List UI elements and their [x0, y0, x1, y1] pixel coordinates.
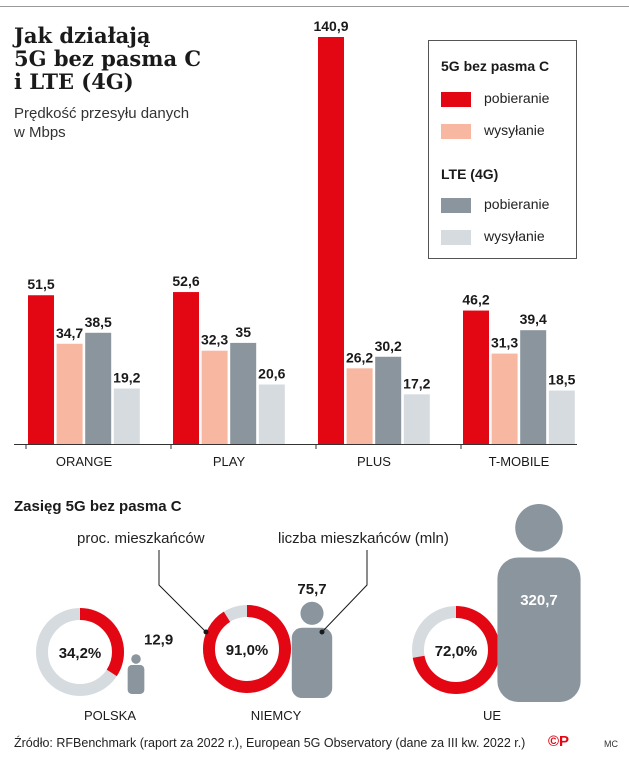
person-icon-ue — [497, 504, 581, 702]
bar-value-label: 19,2 — [113, 370, 140, 386]
bar-value-label: 140,9 — [313, 18, 348, 34]
title-line-3: i LTE (4G) — [14, 69, 134, 94]
bar-value-label: 26,2 — [346, 349, 373, 365]
bar-plus-1 — [346, 368, 373, 444]
ring-coverage-ue — [412, 606, 500, 694]
person-head — [131, 654, 141, 664]
person-icon-polska — [127, 654, 145, 694]
person-icon-niemcy — [291, 601, 333, 698]
bar-plus-0 — [318, 37, 344, 444]
bar-t-mobile-3 — [548, 390, 575, 444]
bar-value-label: 30,2 — [375, 338, 402, 354]
legend-5g-title: 5G bez pasma C — [441, 58, 550, 74]
speed-bar-chart: 51,5 34,738,5 19,2 ORANGE 52,6 32,3 35 20,6 PLAY… — [14, 18, 577, 469]
person-body — [291, 627, 333, 698]
country-label: UE — [483, 708, 501, 723]
coverage-label: 34,2% — [59, 645, 102, 662]
legend-swatch-5g-upload — [441, 124, 471, 139]
bar-value-label: 20,6 — [258, 365, 285, 381]
bar-value-label: 18,5 — [548, 372, 575, 388]
bar-play-0 — [173, 292, 199, 444]
legend-label-lte-upload: wysyłanie — [484, 228, 545, 244]
title-line-2: 5G bez pasma C — [14, 46, 202, 71]
ring-coverage-niemcy — [203, 605, 291, 693]
legend-swatch-5g-download — [441, 92, 471, 107]
author-initials: MC — [604, 739, 618, 749]
bar-value-label: 46,2 — [462, 292, 489, 308]
legend-label-5g-upload: wysyłanie — [484, 122, 545, 138]
callout-leader-coverage — [158, 550, 207, 633]
population-label: 75,7 — [297, 581, 326, 598]
callout-dot-coverage — [203, 629, 209, 635]
bar-play-1 — [201, 350, 228, 444]
population-label: 12,9 — [144, 631, 173, 648]
legend: 5G bez pasma C pobieranie wysyłanie LTE … — [428, 40, 577, 259]
bar-orange-3 — [113, 388, 140, 444]
bar-value-label: 31,3 — [491, 335, 518, 351]
bar-play-3 — [258, 384, 285, 444]
legend-swatch-lte-download — [441, 198, 471, 213]
bar-orange-1 — [56, 343, 83, 444]
callout-dot-population — [319, 629, 325, 635]
bar-orange-2 — [85, 332, 112, 444]
callout-population-label: liczba mieszkańców (mln) — [278, 530, 449, 547]
legend-label-5g-download: pobieranie — [484, 90, 550, 106]
coverage-chart: 34,2% POLSKA 91,0% NIEMCY 72,0% UE 12,9 75,7 320… — [36, 504, 581, 723]
x-tick-label: PLUS — [357, 454, 391, 469]
bar-orange-0 — [28, 295, 54, 444]
top-rule — [0, 6, 629, 7]
bar-value-label: 38,5 — [85, 314, 112, 330]
chart-subtitle: Prędkość przesyłu danych w Mbps — [14, 105, 190, 141]
bar-value-label: 51,5 — [27, 276, 54, 292]
title-line-1: Jak działają — [14, 23, 151, 48]
x-tick-label: PLAY — [213, 454, 246, 469]
coverage-label: 91,0% — [226, 642, 269, 659]
bar-t-mobile-1 — [491, 353, 518, 444]
x-tick-label: T-MOBILE — [489, 454, 550, 469]
person-body — [127, 665, 145, 694]
ring-coverage-polska — [36, 608, 124, 696]
bar-value-label: 39,4 — [520, 311, 547, 327]
bar-value-label: 52,6 — [172, 273, 199, 289]
country-label: POLSKA — [84, 708, 136, 723]
legend-swatch-lte-upload — [441, 230, 471, 245]
callout-leader-population — [321, 550, 368, 633]
coverage-section-title: Zasięg 5G bez pasma C — [14, 498, 182, 515]
bar-value-label: 34,7 — [56, 325, 83, 341]
population-label: 320,7 — [520, 592, 558, 609]
legend-label-lte-download: pobieranie — [484, 196, 550, 212]
bar-value-label: 35 — [235, 324, 251, 340]
publisher-logo: ©P — [548, 733, 570, 750]
legend-lte-title: LTE (4G) — [441, 166, 499, 182]
chart-title: Jak działają 5G bez pasma C i LTE (4G) — [14, 24, 201, 93]
bar-plus-2 — [375, 356, 402, 444]
bar-plus-3 — [403, 394, 430, 444]
x-tick-label: ORANGE — [56, 454, 113, 469]
person-body — [497, 557, 581, 702]
country-label: NIEMCY — [251, 708, 302, 723]
source-footer: Źródło: RFBenchmark (raport za 2022 r.),… — [14, 736, 526, 750]
coverage-label: 72,0% — [435, 643, 478, 660]
bar-t-mobile-2 — [520, 330, 547, 444]
person-head — [515, 504, 563, 552]
bar-play-2 — [230, 342, 257, 444]
person-head — [300, 601, 324, 625]
bar-value-label: 32,3 — [201, 332, 228, 348]
bar-t-mobile-0 — [463, 310, 489, 444]
bar-value-label: 17,2 — [403, 375, 430, 391]
callout-coverage-label: proc. mieszkańców — [77, 530, 205, 547]
